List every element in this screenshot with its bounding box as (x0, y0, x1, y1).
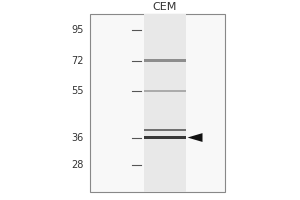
Bar (144, 129, 186, 131)
Bar (144, 136, 186, 139)
Text: 55: 55 (71, 86, 84, 96)
Bar (90, 14, 225, 192)
Bar (144, 90, 186, 92)
Text: 72: 72 (71, 56, 84, 66)
Bar (144, 59, 186, 62)
Text: 95: 95 (72, 25, 84, 35)
Polygon shape (188, 133, 202, 142)
Text: 36: 36 (72, 133, 84, 143)
Bar (144, 14, 186, 192)
Text: CEM: CEM (153, 2, 177, 12)
Text: 28: 28 (72, 160, 84, 170)
